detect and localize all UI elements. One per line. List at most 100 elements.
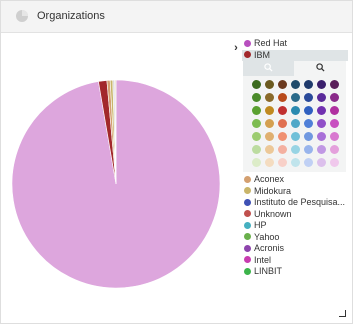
- legend-item[interactable]: Aconex: [242, 174, 348, 186]
- color-swatch[interactable]: [317, 132, 326, 141]
- legend-dot: [244, 256, 251, 263]
- color-swatch[interactable]: [291, 158, 300, 167]
- legend-item-label: Unknown: [254, 208, 292, 219]
- color-swatch[interactable]: [304, 106, 313, 115]
- color-swatch[interactable]: [252, 132, 261, 141]
- legend-item-label: Instituto de Pesquisa...: [254, 197, 346, 207]
- legend-item[interactable]: HP: [242, 220, 348, 232]
- legend-items: Aconex Midokura Instituto de Pesquisa... Un…: [242, 174, 348, 278]
- color-swatch[interactable]: [291, 80, 300, 89]
- color-swatch[interactable]: [330, 158, 339, 167]
- legend-dot: [244, 198, 251, 206]
- legend-item[interactable]: LINBIT: [242, 266, 348, 278]
- legend-item-label: Red Hat: [254, 38, 288, 48]
- legend-dot: [244, 221, 251, 229]
- color-swatch[interactable]: [317, 80, 326, 89]
- color-swatch[interactable]: [252, 106, 261, 115]
- panel-title: Organizations: [37, 10, 105, 22]
- color-swatch[interactable]: [317, 145, 326, 154]
- color-swatch[interactable]: [278, 106, 287, 115]
- legend-dot: [244, 267, 251, 275]
- color-swatch[interactable]: [330, 80, 339, 89]
- color-swatch[interactable]: [265, 119, 274, 128]
- pie-chart: [1, 33, 231, 323]
- color-swatch[interactable]: [330, 119, 339, 128]
- legend-item[interactable]: Unknown: [242, 209, 348, 221]
- color-swatch[interactable]: [291, 106, 300, 115]
- palette-zoom-row: [243, 61, 346, 76]
- legend-item-label: Intel: [254, 254, 272, 265]
- color-swatch[interactable]: [265, 80, 274, 89]
- legend-item-label: Aconex: [254, 174, 285, 184]
- legend-dot: [244, 233, 251, 240]
- color-swatch[interactable]: [265, 145, 274, 154]
- color-swatch[interactable]: [278, 80, 287, 89]
- color-swatch[interactable]: [304, 93, 313, 102]
- color-swatch[interactable]: [278, 145, 287, 154]
- legend-item-label: Midokura: [254, 185, 292, 196]
- color-palette: [243, 61, 346, 172]
- pie-chart-icon: [16, 10, 28, 22]
- color-swatch[interactable]: [291, 132, 300, 141]
- legend-item[interactable]: Acronis: [242, 243, 348, 255]
- legend-item-label: LINBIT: [254, 266, 283, 276]
- legend: Red Hat IBM: [242, 38, 348, 278]
- color-swatch[interactable]: [317, 106, 326, 115]
- color-swatch[interactable]: [317, 93, 326, 102]
- legend-item-ibm[interactable]: IBM: [242, 49, 348, 61]
- legend-item[interactable]: Instituto de Pesquisa...: [242, 197, 348, 209]
- color-swatch[interactable]: [252, 158, 261, 167]
- legend-item-label: Acronis: [254, 243, 285, 253]
- color-swatch[interactable]: [304, 145, 313, 154]
- legend-dot: [244, 244, 251, 252]
- legend-item[interactable]: Midokura: [242, 186, 348, 198]
- legend-item-label: HP: [254, 220, 267, 230]
- legend-toggle-button[interactable]: ›: [234, 42, 238, 54]
- legend-dot: [244, 51, 251, 58]
- color-swatch[interactable]: [252, 145, 261, 154]
- color-swatch[interactable]: [330, 145, 339, 154]
- color-swatch[interactable]: [252, 119, 261, 128]
- color-swatch[interactable]: [278, 132, 287, 141]
- zoom-out-icon: [264, 63, 273, 72]
- pie-chart-svg: [11, 79, 221, 289]
- color-swatch[interactable]: [252, 93, 261, 102]
- color-swatch[interactable]: [291, 119, 300, 128]
- legend-item[interactable]: Intel: [242, 255, 348, 267]
- pie-slice-unknown[interactable]: [114, 79, 117, 185]
- color-swatch[interactable]: [265, 93, 274, 102]
- zoom-in-button[interactable]: [295, 61, 346, 76]
- legend-item[interactable]: Yahoo: [242, 232, 348, 244]
- color-swatch[interactable]: [278, 93, 287, 102]
- color-swatch[interactable]: [278, 158, 287, 167]
- color-swatch[interactable]: [291, 93, 300, 102]
- legend-dot: [244, 39, 251, 47]
- color-swatch[interactable]: [317, 158, 326, 167]
- color-swatch[interactable]: [330, 132, 339, 141]
- color-swatch[interactable]: [278, 119, 287, 128]
- color-swatch[interactable]: [265, 158, 274, 167]
- color-swatch[interactable]: [304, 132, 313, 141]
- color-swatch[interactable]: [304, 158, 313, 167]
- panel-header: Organizations: [1, 1, 352, 33]
- color-swatch[interactable]: [252, 80, 261, 89]
- color-swatch[interactable]: [265, 106, 274, 115]
- legend-item-label: Yahoo: [254, 231, 280, 242]
- zoom-out-button[interactable]: [243, 61, 294, 76]
- color-swatch[interactable]: [317, 119, 326, 128]
- color-swatch[interactable]: [304, 119, 313, 128]
- legend-dot: [244, 187, 251, 194]
- color-swatch[interactable]: [291, 145, 300, 154]
- color-swatch[interactable]: [304, 80, 313, 89]
- legend-dot: [244, 175, 251, 183]
- legend-item-red-hat[interactable]: Red Hat: [242, 38, 348, 50]
- color-swatch[interactable]: [265, 132, 274, 141]
- color-swatch[interactable]: [330, 93, 339, 102]
- resize-handle[interactable]: [339, 310, 346, 317]
- legend-item-label: IBM: [254, 49, 271, 60]
- zoom-in-icon: [316, 63, 325, 72]
- palette-background: [243, 61, 346, 172]
- color-swatch[interactable]: [330, 106, 339, 115]
- legend-dot: [244, 210, 251, 217]
